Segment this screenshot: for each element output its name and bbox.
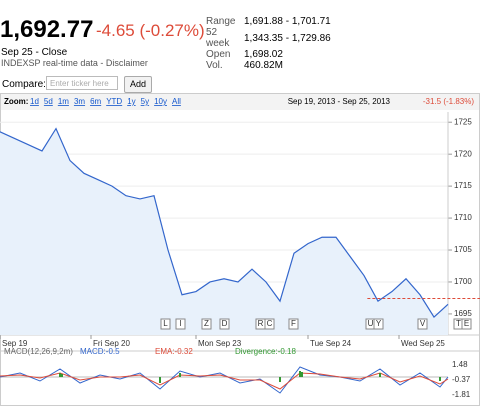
data-source: INDEXSP real-time data - Disclaimer [1, 58, 148, 68]
y-tick-label: 1700 [454, 277, 472, 286]
macd-tick-label: -1.81 [452, 390, 471, 399]
stat-row: Open 1,698.02 [206, 49, 333, 60]
event-letter[interactable]: U [368, 319, 374, 328]
event-letter[interactable]: C [267, 319, 273, 328]
stat-label: 52 week [206, 27, 230, 49]
zoom-option[interactable]: 3m [74, 97, 85, 106]
zoom-option[interactable]: 5d [44, 97, 53, 106]
stat-label: Vol. [206, 60, 223, 71]
stats-table: Range 1,691.88 - 1,701.71 52 week 1,343.35 … [206, 16, 333, 71]
event-flag[interactable] [373, 318, 384, 330]
y-tick-label: 1720 [454, 149, 472, 158]
stat-row: 52 week 1,343.35 - 1,729.86 [206, 27, 333, 49]
event-letter[interactable]: R [258, 319, 264, 328]
macd-value: MACD:-0.5 [80, 347, 120, 356]
event-letter[interactable]: V [420, 319, 426, 328]
zoom-option[interactable]: All [172, 97, 181, 106]
y-tick-label: 1695 [454, 309, 472, 318]
y-tick-label: 1725 [454, 117, 472, 126]
stat-value: 1,691.88 - 1,701.71 [244, 16, 331, 27]
event-flag[interactable] [160, 318, 171, 330]
zoom-option[interactable]: 1d [30, 97, 39, 106]
macd-tick-label: -0.37 [452, 375, 471, 384]
zoom-option[interactable]: 6m [90, 97, 101, 106]
area [0, 128, 448, 335]
divergence-value: Divergence:-0.18 [235, 347, 296, 356]
stat-label: Open [206, 49, 231, 60]
event-flag[interactable] [175, 318, 186, 330]
x-tick-label: Sep 19 [2, 339, 28, 348]
y-tick-label: 1705 [454, 245, 472, 254]
zoom-option[interactable]: 5y [141, 97, 149, 106]
y-tick-label: 1715 [454, 181, 472, 190]
price-line [0, 127, 449, 319]
event-flag[interactable] [219, 318, 230, 330]
stat-value: 1,698.02 [244, 49, 283, 60]
add-button[interactable]: Add [124, 76, 152, 93]
quote-date: Sep 25 - Close [1, 47, 68, 58]
chart: Zoom: Sep 19, 2013 - Sep 25, 2013 -31.5 … [0, 93, 480, 406]
event-letter[interactable]: L [163, 319, 168, 328]
x-tick-label: Wed Sep 25 [401, 339, 445, 348]
stat-value: 1,343.35 - 1,729.86 [244, 32, 331, 44]
event-letter[interactable]: Z [204, 319, 209, 328]
zoom-label: Zoom: [4, 97, 28, 106]
compare-label: Compare: [2, 79, 46, 90]
stat-label: Range [206, 16, 236, 27]
stat-row: Range 1,691.88 - 1,701.71 [206, 16, 333, 27]
ema-line [0, 372, 449, 390]
event-flag[interactable] [201, 318, 212, 330]
x-tick-label: Tue Sep 24 [310, 339, 352, 348]
zoom-change: -31.5 (-1.83%) [423, 97, 474, 106]
x-tick-label: Fri Sep 20 [93, 339, 130, 348]
ema-value: EMA:-0.32 [155, 347, 193, 356]
event-letter[interactable]: Y [376, 319, 382, 328]
event-letter[interactable]: D [222, 319, 228, 328]
stat-value: 460.82M [244, 60, 283, 71]
event-flag[interactable] [288, 318, 299, 330]
event-letter[interactable]: F [291, 319, 296, 328]
macd-title: MACD(12,26,9,2m) [4, 347, 73, 356]
price: 1,692.77 [0, 16, 94, 43]
divergence-bars [59, 371, 441, 383]
y-tick-label: 1710 [454, 213, 472, 222]
zoom-bar [1, 94, 479, 110]
price-change: -4.65 (-0.27%) [96, 21, 205, 40]
x-tick-label: Mon Sep 23 [198, 339, 242, 348]
macd-tick-label: 1.48 [452, 360, 468, 369]
stat-row: Vol. 460.82M [206, 60, 333, 71]
zoom-option[interactable]: 10y [154, 97, 167, 106]
zoom-option[interactable]: YTD [106, 97, 122, 106]
zoom-option[interactable]: 1m [58, 97, 69, 106]
event-flag[interactable] [417, 318, 428, 330]
event-letter[interactable]: T [456, 319, 461, 328]
zoom-range: Sep 19, 2013 - Sep 25, 2013 [288, 97, 391, 106]
event-flag[interactable] [461, 318, 472, 330]
zoom-option[interactable]: 1y [127, 97, 135, 106]
event-flag[interactable] [264, 318, 275, 330]
event-letter[interactable]: I [179, 319, 181, 328]
event-letter[interactable]: E [464, 319, 469, 328]
ticker-input[interactable]: Enter ticker here [46, 76, 118, 90]
